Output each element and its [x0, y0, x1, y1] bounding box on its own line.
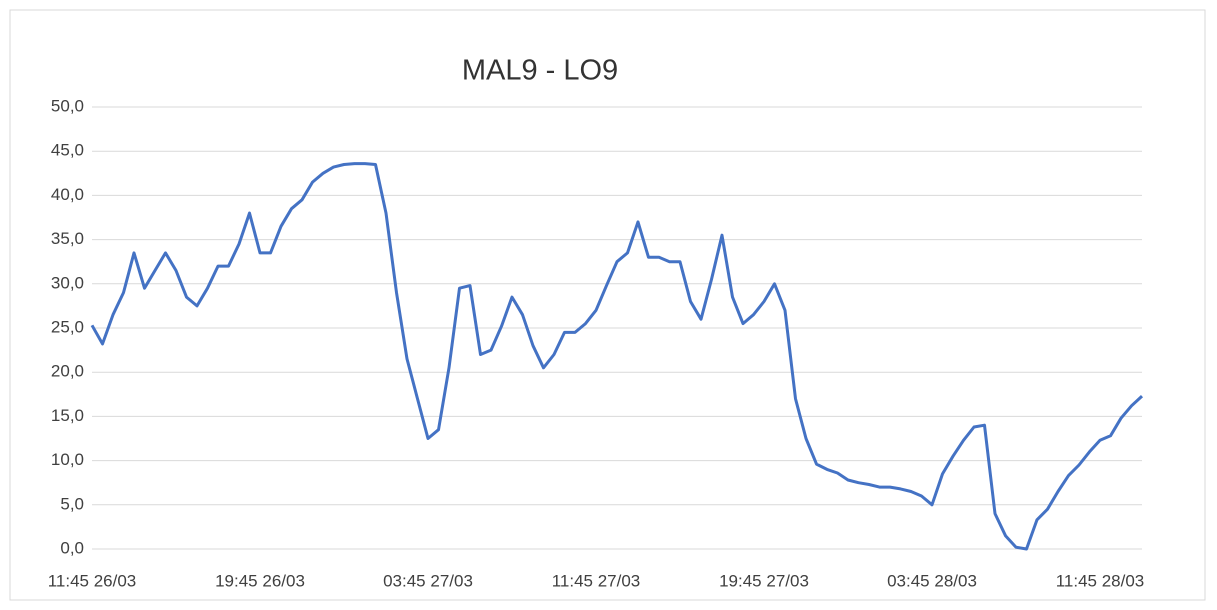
y-tick-label: 45,0 [51, 141, 84, 160]
y-tick-label: 25,0 [51, 317, 84, 336]
y-tick-label: 15,0 [51, 406, 84, 425]
data-line [90, 162, 1144, 551]
chart-frame [9, 9, 1206, 601]
x-tick-label: 11:45 26/03 [48, 571, 137, 590]
x-tick-label: 19:45 27/03 [719, 571, 809, 590]
y-tick-label: 0,0 [60, 538, 84, 557]
x-tick-label: 11:45 27/03 [552, 571, 641, 590]
y-tick-label: 5,0 [60, 494, 84, 513]
x-tick-label: 19:45 26/03 [215, 571, 305, 590]
y-tick-label: 20,0 [51, 362, 84, 381]
x-tick-label: 11:45 28/03 [1056, 571, 1145, 590]
x-tick-label: 03:45 27/03 [383, 571, 473, 590]
y-tick-label: 10,0 [51, 450, 84, 469]
y-tick-label: 30,0 [51, 273, 84, 292]
y-tick-label: 50,0 [51, 96, 84, 115]
chart-title: MAL9 - LO9 [462, 55, 618, 87]
y-tick-label: 40,0 [51, 185, 84, 204]
y-tick-label: 35,0 [51, 229, 84, 248]
x-tick-label: 03:45 28/03 [887, 571, 977, 590]
